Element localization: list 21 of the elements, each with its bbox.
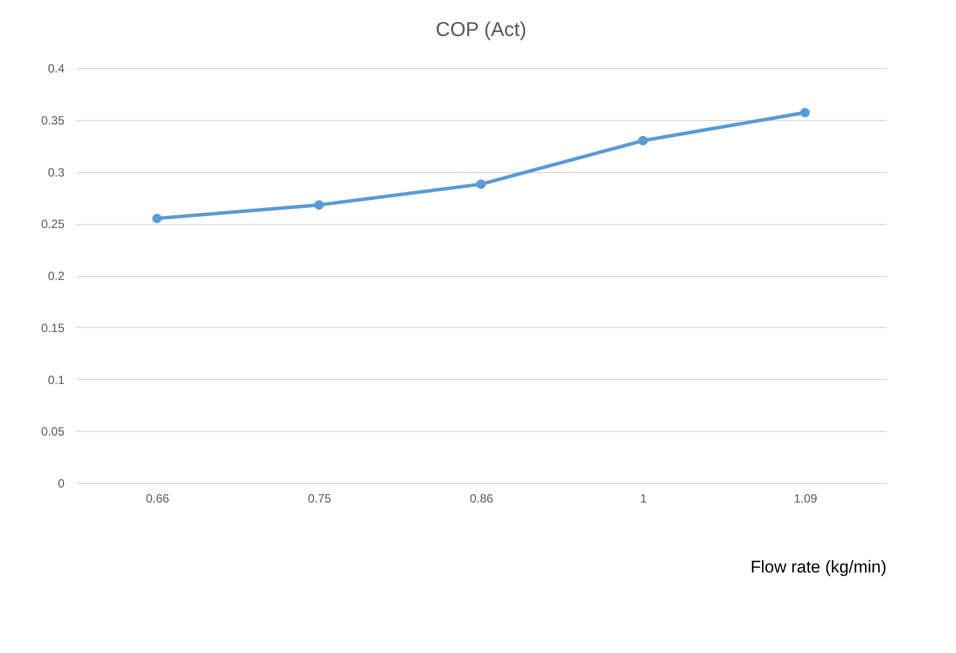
point [152, 214, 162, 224]
y-tick-label: 0.05 [41, 424, 65, 439]
x-tick-label: 0.66 [146, 492, 170, 506]
x-tick-label: 0.75 [308, 492, 332, 506]
chart-title: COP (Act) [436, 19, 526, 41]
point [314, 200, 324, 210]
x-tick-label: 1 [640, 492, 648, 506]
y-tick-label: 0.2 [48, 269, 65, 283]
y-tick-label: 0.1 [48, 372, 65, 387]
y-tick-label: 0.25 [41, 217, 65, 232]
x-axis-title: Flow rate (kg/min) [750, 558, 886, 576]
y-tick-label: 0.15 [41, 320, 65, 335]
y-tick-label: 0.35 [41, 113, 65, 128]
y-tick-label: 0 [58, 476, 65, 490]
point [800, 108, 810, 118]
y-tick-label: 0.3 [48, 165, 65, 180]
x-tick-label: 1.09 [794, 492, 818, 506]
y-tick-label: 0.4 [48, 62, 65, 76]
x-tick-label: 0.86 [470, 492, 494, 506]
point [638, 136, 648, 146]
point [476, 179, 486, 189]
